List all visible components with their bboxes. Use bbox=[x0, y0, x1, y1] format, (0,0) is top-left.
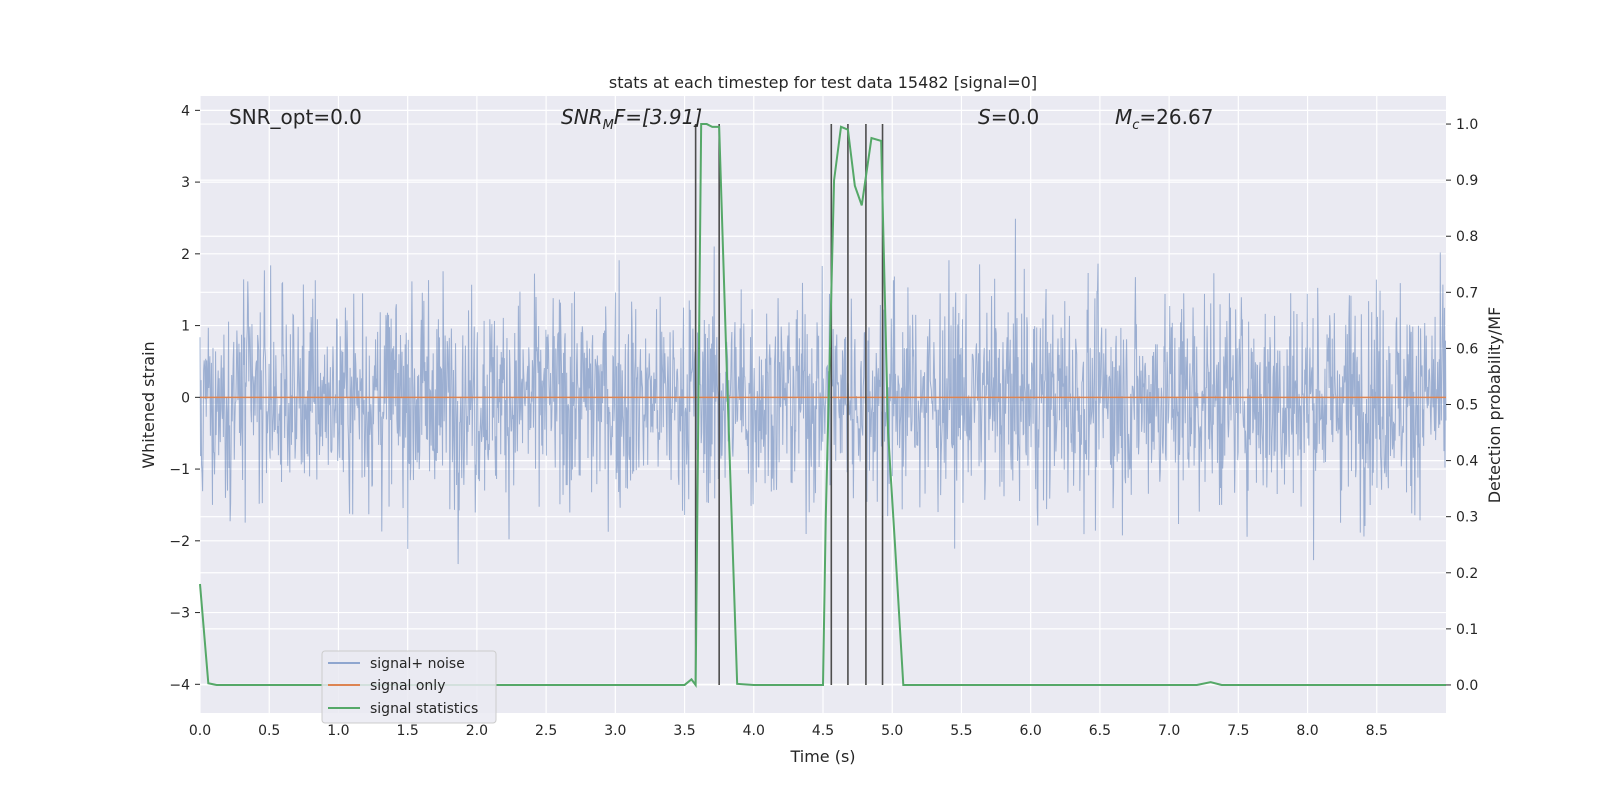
y-tick-label-left: −2 bbox=[169, 534, 190, 550]
legend: signal+ noise signal only signal statist… bbox=[321, 650, 497, 724]
x-tick-label: 4.5 bbox=[812, 723, 834, 739]
legend-label-signal-only: signal only bbox=[370, 678, 445, 694]
y-tick-label-left: 0 bbox=[181, 390, 190, 406]
y-tick-label-right: 0.8 bbox=[1456, 229, 1478, 245]
x-tick-label: 6.5 bbox=[1089, 723, 1111, 739]
x-tick-label: 0.0 bbox=[189, 723, 211, 739]
legend-label-noise: signal+ noise bbox=[370, 656, 465, 672]
noise-line bbox=[199, 218, 1447, 565]
x-tick-label: 4.0 bbox=[743, 723, 765, 739]
x-tick-label: 2.5 bbox=[535, 723, 557, 739]
chart-title: stats at each timestep for test data 154… bbox=[609, 73, 1037, 92]
x-axis-label: Time (s) bbox=[789, 747, 855, 766]
x-tick-label: 7.0 bbox=[1158, 723, 1180, 739]
annotation-snr-opt: SNR_opt=0.0 bbox=[229, 105, 362, 129]
y-axis-label-right: Detection probability/MF bbox=[1485, 307, 1504, 504]
y-tick-label-right: 0.1 bbox=[1456, 622, 1478, 638]
y-tick-label-right: 0.0 bbox=[1456, 678, 1478, 694]
y-tick-label-right: 0.3 bbox=[1456, 510, 1478, 526]
x-tick-label: 3.5 bbox=[673, 723, 695, 739]
y-tick-label-right: 0.4 bbox=[1456, 454, 1478, 470]
x-tick-label: 5.5 bbox=[950, 723, 972, 739]
x-tick-label: 1.0 bbox=[327, 723, 349, 739]
x-tick-labels: 0.0 0.5 1.0 1.5 2.0 2.5 3.0 3.5 4.0 4.5 5.0 5.5 6.0 6… bbox=[189, 723, 1388, 739]
y-tick-label-right: 0.7 bbox=[1456, 285, 1478, 301]
y-tick-label-left: 2 bbox=[181, 247, 190, 263]
noise-series bbox=[199, 218, 1447, 565]
y-tick-label-right: 0.2 bbox=[1456, 566, 1478, 582]
y-tick-label-left: 3 bbox=[181, 175, 190, 191]
x-tick-label: 0.5 bbox=[258, 723, 280, 739]
y-tick-label-left: −4 bbox=[169, 677, 190, 693]
annotation-s: S=0.0 bbox=[978, 105, 1039, 129]
legend-label-statistics: signal statistics bbox=[370, 701, 478, 717]
x-tick-label: 7.5 bbox=[1227, 723, 1249, 739]
y-tick-label-left: 1 bbox=[181, 319, 190, 335]
y-tick-labels-right: 0.0 0.1 0.2 0.3 0.4 0.5 0.6 0.7 0.8 0.9 1.0 bbox=[1446, 117, 1478, 694]
statistics-line bbox=[199, 123, 1446, 688]
y-tick-label-right: 0.9 bbox=[1456, 173, 1478, 189]
annotation-mc: Mc=26.67 bbox=[1115, 105, 1213, 133]
y-tick-label-right: 0.5 bbox=[1456, 398, 1478, 414]
x-tick-label: 3.0 bbox=[604, 723, 626, 739]
x-tick-label: 1.5 bbox=[397, 723, 419, 739]
y-tick-label-right: 1.0 bbox=[1456, 117, 1478, 133]
y-axis-label-left: Whitened strain bbox=[139, 341, 158, 468]
x-tick-label: 2.0 bbox=[466, 723, 488, 739]
vertical-markers bbox=[694, 124, 884, 685]
annotation-snr-mf: SNRMF=[3.91] bbox=[561, 105, 702, 133]
x-tick-label: 5.0 bbox=[881, 723, 903, 739]
y-tick-label-left: −1 bbox=[169, 462, 190, 478]
y-tick-labels-left: −4 −3 −2 −1 0 1 2 3 4 bbox=[169, 103, 200, 693]
x-tick-label: 8.5 bbox=[1366, 723, 1388, 739]
y-tick-label-left: −3 bbox=[169, 606, 190, 622]
y-tick-label-left: 4 bbox=[181, 103, 190, 119]
signal-statistics-series bbox=[199, 123, 1446, 688]
x-tick-label: 6.0 bbox=[1020, 723, 1042, 739]
legend-box bbox=[321, 650, 497, 724]
x-tick-label: 8.0 bbox=[1296, 723, 1318, 739]
y-tick-label-right: 0.6 bbox=[1456, 341, 1478, 357]
